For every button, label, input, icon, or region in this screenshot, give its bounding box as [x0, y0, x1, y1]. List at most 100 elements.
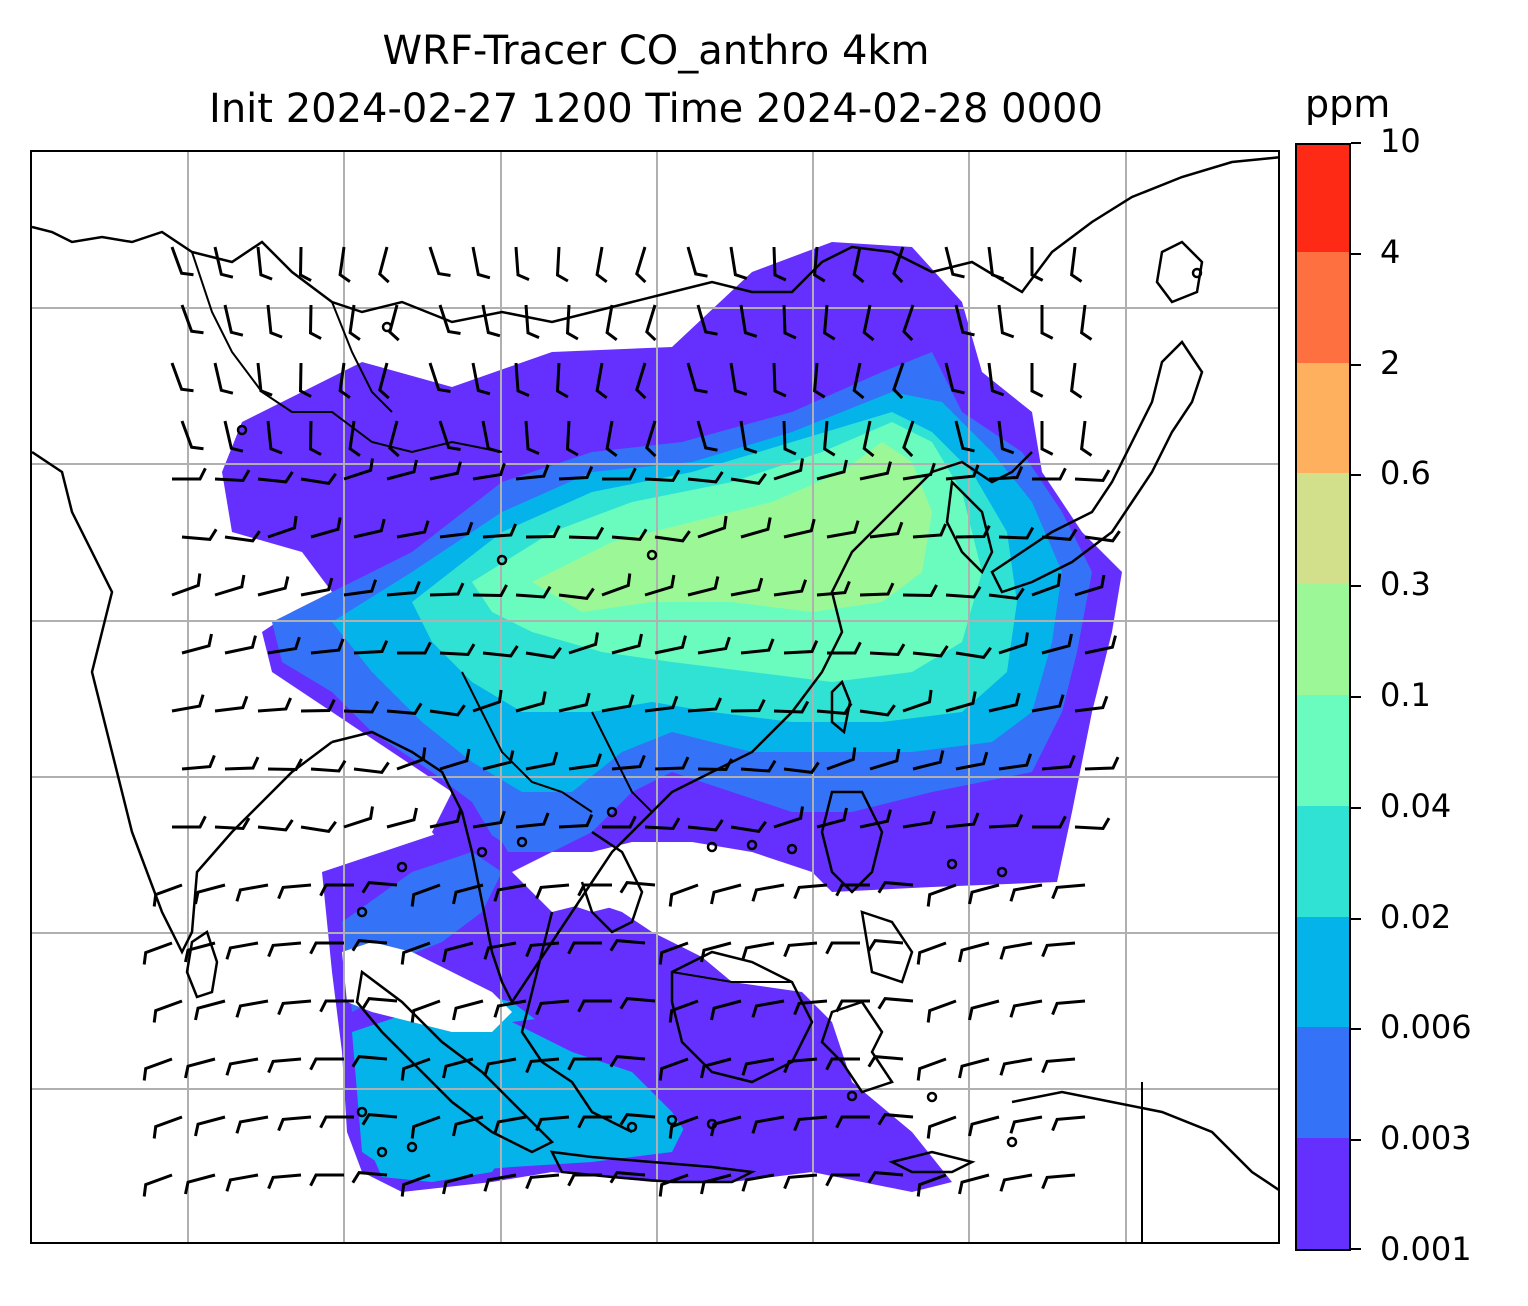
wind-barb: [555, 362, 569, 399]
wind-barb: [555, 246, 569, 283]
wind-barb: [782, 304, 797, 340]
wind-barb: [619, 881, 656, 894]
wind-barb: [1009, 1115, 1043, 1134]
coast-timor: [888, 1150, 976, 1174]
coast-hokkaido: [1155, 240, 1204, 304]
wind-barb: [577, 883, 612, 897]
wind-barb: [310, 759, 347, 773]
wind-barb: [912, 750, 945, 771]
wind-barb: [180, 420, 204, 451]
coast-sumatra: [355, 969, 555, 1154]
wind-barb: [783, 761, 820, 775]
wind-barb: [184, 941, 216, 963]
coast-japan: [990, 340, 1204, 594]
wind-barb: [442, 941, 474, 963]
wind-barb: [353, 639, 389, 655]
calm-wind-circle: [381, 321, 393, 333]
wind-barb: [400, 941, 431, 965]
wind-barb: [609, 939, 646, 952]
wind-barb: [171, 573, 202, 597]
wind-barb: [525, 751, 559, 771]
wind-barb: [859, 582, 895, 597]
calm-wind-circle: [476, 846, 488, 858]
wind-barb: [813, 246, 826, 283]
wind-barb: [619, 997, 656, 1010]
wind-barb: [729, 362, 748, 396]
wind-barb: [525, 1173, 560, 1190]
wind-barb: [741, 941, 775, 960]
wind-barb: [1079, 304, 1093, 341]
colorbar-unit-label: ppm: [1305, 82, 1391, 126]
wind-barb: [558, 813, 594, 829]
wind-barb: [1074, 469, 1111, 483]
wind-barb: [493, 883, 527, 902]
tracer-region-south-5: [362, 1112, 512, 1182]
wind-barb: [954, 420, 975, 453]
coast-sulawesi: [820, 1000, 894, 1094]
wind-barb: [1030, 363, 1044, 398]
wind-barb: [783, 941, 818, 958]
wind-barb: [902, 304, 915, 342]
colorbar-tick-mark: [1351, 474, 1361, 477]
wind-barb: [524, 420, 540, 455]
colorbar-tick-label: 0.006: [1380, 1008, 1472, 1047]
wind-barb: [343, 700, 380, 714]
colorbar-segment: [1297, 915, 1349, 1028]
wind-barb: [266, 420, 283, 455]
colorbar-tick-label: 4: [1380, 232, 1401, 271]
wind-barb: [1041, 633, 1073, 655]
calm-wind-circle: [786, 843, 798, 855]
wind-barb: [902, 689, 933, 713]
wind-barb: [686, 362, 708, 394]
wind-barb: [235, 999, 269, 1018]
wind-barb: [481, 420, 501, 454]
wind-barb: [577, 1115, 612, 1129]
calm-wind-circle: [746, 839, 758, 851]
wind-barb: [926, 883, 957, 907]
wind-barb: [224, 530, 261, 543]
wind-barb: [1009, 999, 1043, 1018]
wind-barb: [862, 304, 875, 342]
wind-barb: [644, 574, 676, 597]
wind-barb: [438, 304, 461, 335]
wind-barb: [472, 689, 503, 713]
wind-barb: [912, 523, 947, 539]
wind-barb: [999, 1057, 1033, 1076]
wind-barb: [955, 525, 991, 539]
wind-barb: [400, 1057, 431, 1081]
wind-barb: [816, 459, 848, 481]
wind-barb: [635, 246, 647, 284]
wind-barb: [739, 420, 758, 454]
wind-barb: [945, 464, 980, 481]
wind-barb: [697, 515, 728, 539]
wind-barb: [452, 1115, 484, 1137]
wind-barb: [773, 806, 804, 829]
wind-barb: [1031, 573, 1062, 597]
wind-barb: [310, 638, 345, 655]
wind-barb: [877, 1113, 914, 1126]
wind-barb: [348, 304, 361, 341]
map-title-line-1: WRF-Tracer CO_anthro 4km: [382, 28, 930, 74]
wind-barb: [635, 362, 647, 400]
wind-barb: [1032, 815, 1067, 829]
wind-barb: [601, 694, 635, 713]
wind-barb: [472, 462, 506, 481]
wind-barb: [429, 809, 462, 829]
wind-barb: [214, 469, 251, 483]
wind-barb: [439, 521, 474, 539]
wind-barb: [1084, 530, 1121, 543]
wind-barb: [686, 246, 708, 278]
country-borders: [191, 251, 1143, 1242]
wind-barb: [386, 459, 418, 481]
colorbar-tick-mark: [1351, 252, 1361, 255]
wind-barb: [442, 1173, 474, 1195]
wind-barb: [912, 645, 949, 658]
wind-barb: [751, 883, 785, 902]
wind-barb: [184, 1173, 216, 1195]
calm-wind-circle: [946, 858, 958, 870]
wind-barb: [338, 246, 351, 283]
wind-barb: [267, 1173, 302, 1190]
wind-barb: [298, 246, 312, 282]
wind-barb: [1051, 999, 1086, 1016]
wind-barb: [452, 999, 484, 1021]
